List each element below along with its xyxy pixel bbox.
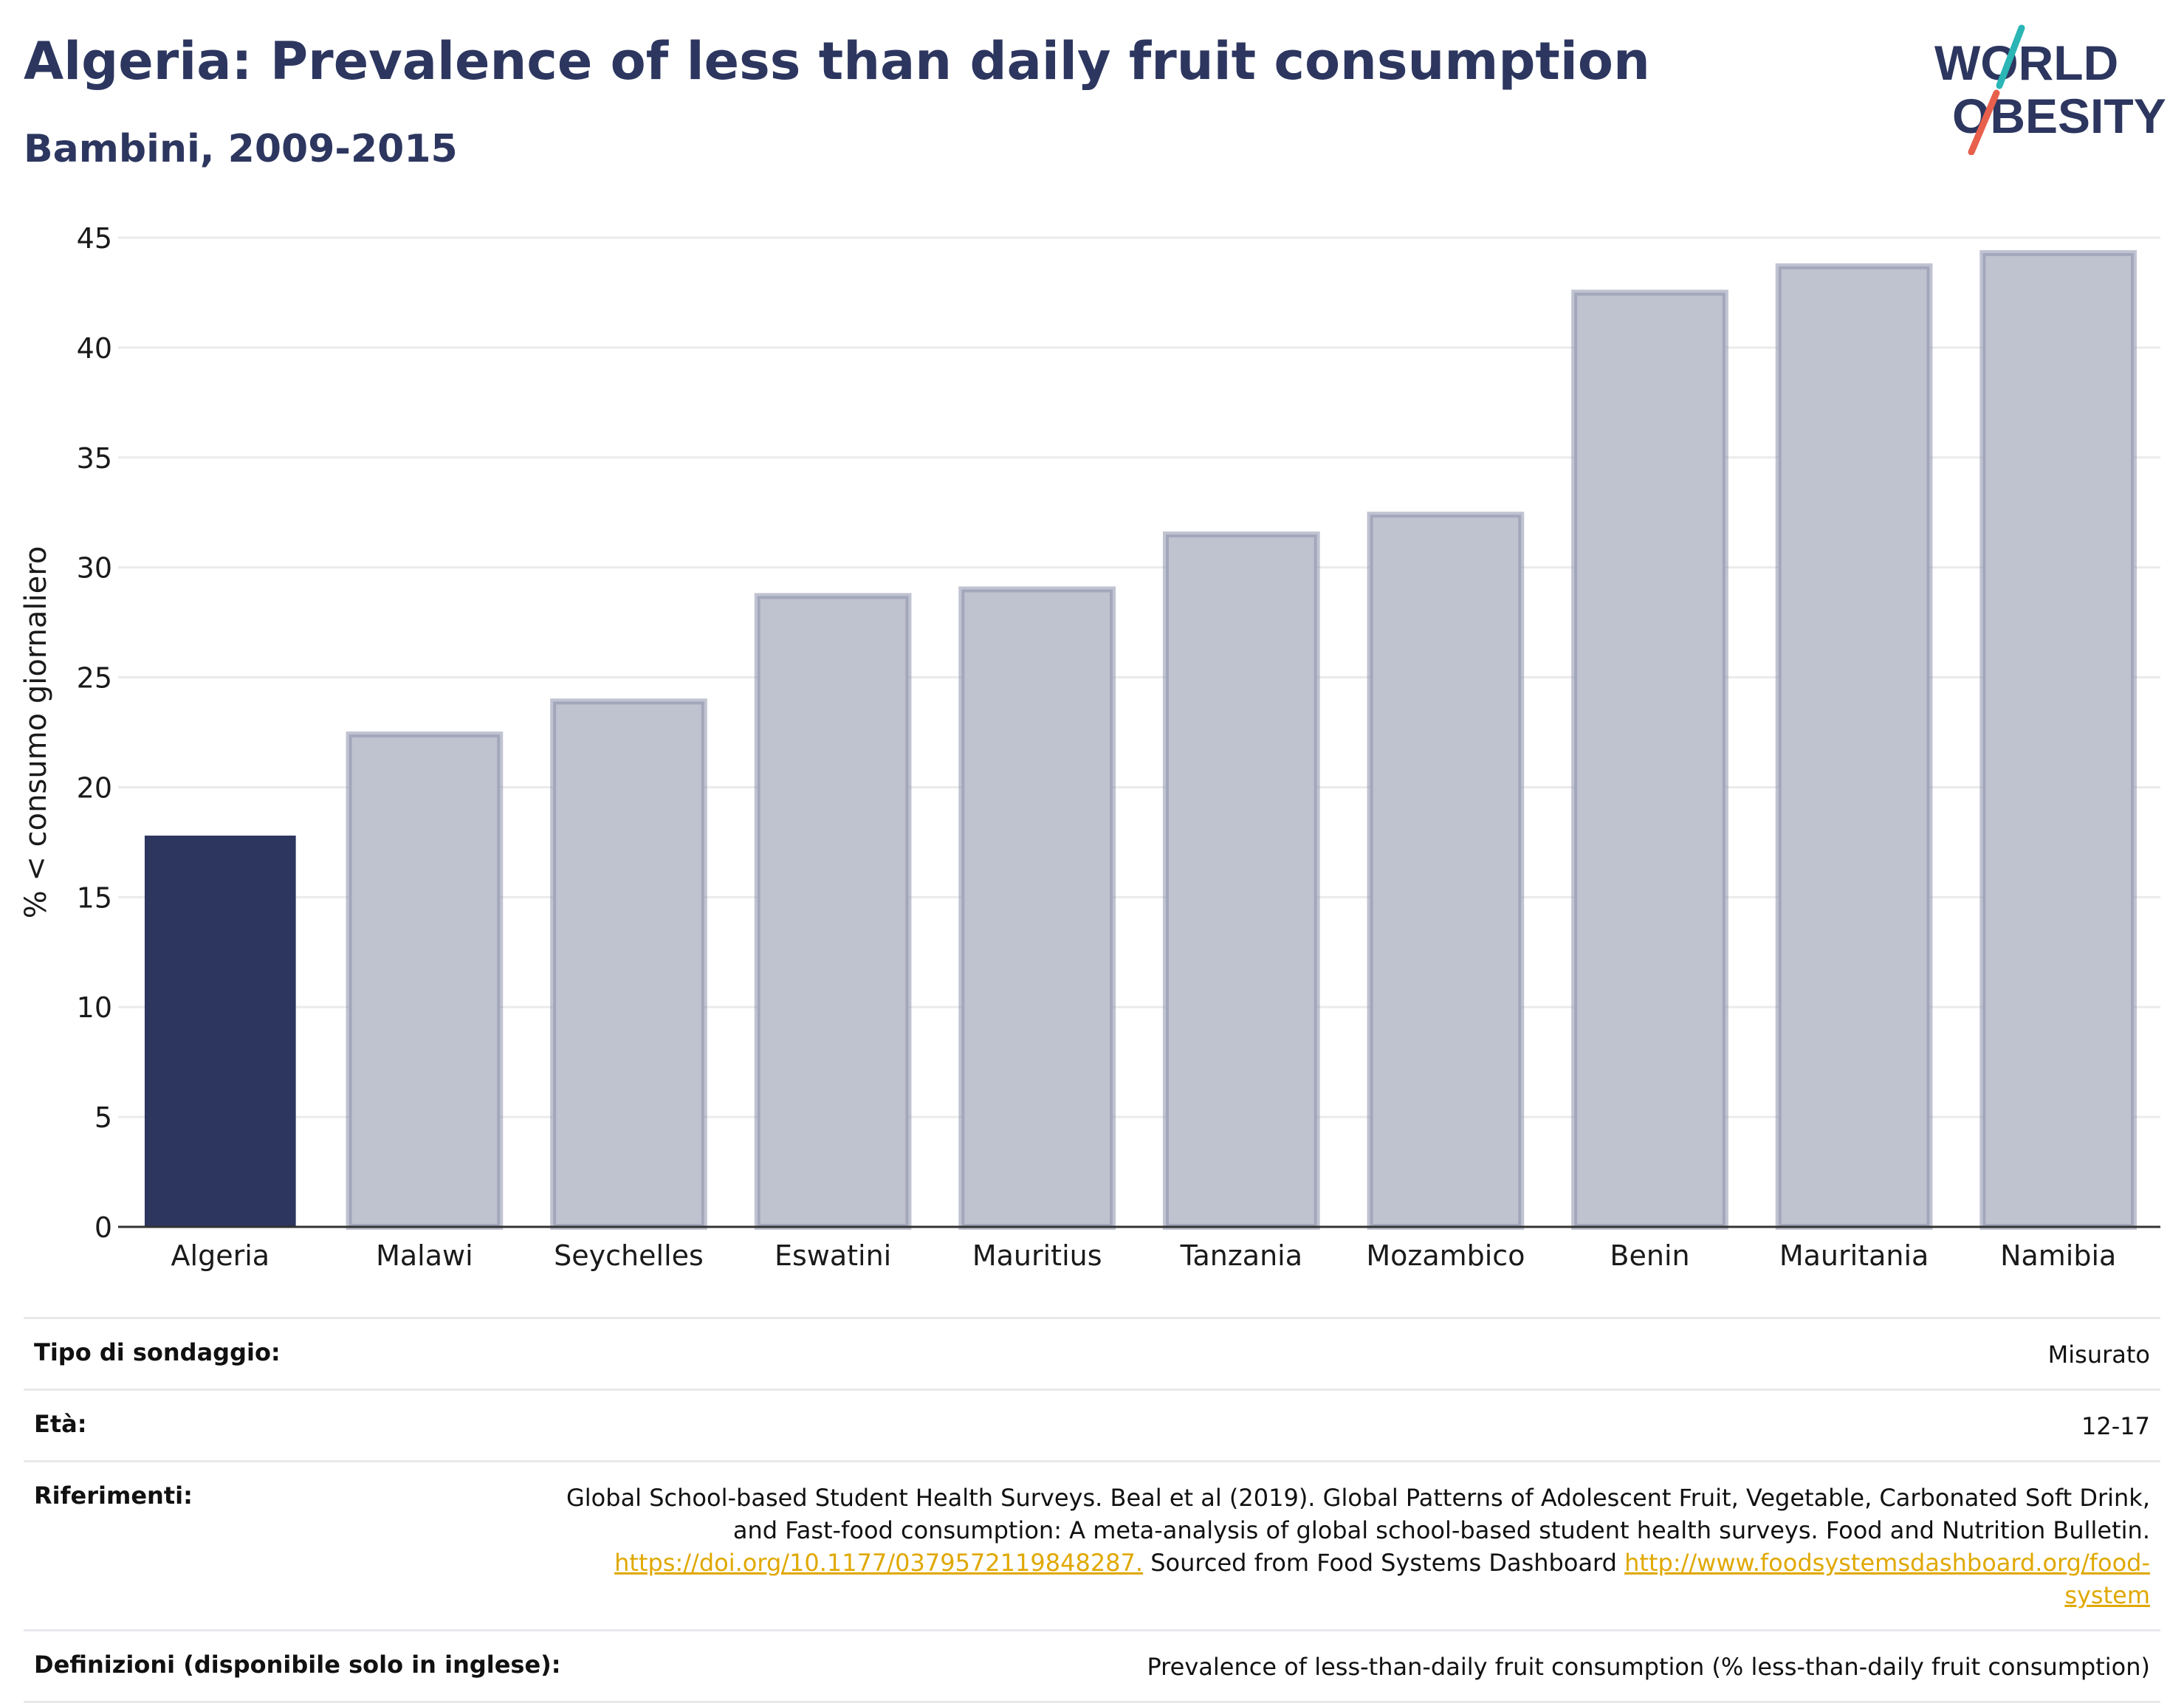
- bar-seychelles: [550, 698, 707, 1230]
- world-obesity-logo: WORLD OBESITY: [1934, 24, 2166, 155]
- logo-line-1: WORLD: [1934, 35, 2118, 90]
- bar-benin: [1571, 289, 1728, 1230]
- x-tick-label: Mozambico: [1366, 1239, 1525, 1272]
- survey-type-label: Tipo di sondaggio:: [34, 1338, 281, 1366]
- doi-link[interactable]: https://doi.org/10.1177/0379572119848287…: [614, 1549, 1144, 1577]
- y-axis-label: % < consumo giornaliero: [19, 546, 53, 919]
- references-value: Global School-based Student Health Surve…: [555, 1482, 2150, 1611]
- bar-malawi: [346, 731, 504, 1230]
- bar-algeria: [144, 835, 296, 1227]
- survey-type-value: Misurato: [2047, 1341, 2150, 1369]
- y-tick-label: 30: [77, 552, 112, 585]
- definitions-row: Definizioni (disponibile solo in inglese…: [24, 1629, 2160, 1703]
- page-title: Algeria: Prevalence of less than daily f…: [24, 31, 1650, 92]
- y-tick-label: 20: [77, 771, 112, 804]
- x-tick-label: Mauritania: [1779, 1239, 1929, 1272]
- x-tick-label: Mauritius: [972, 1239, 1102, 1272]
- age-label: Età:: [34, 1410, 87, 1438]
- x-tick-label: Eswatini: [775, 1239, 891, 1272]
- definitions-label: Definizioni (disponibile solo in inglese…: [34, 1651, 561, 1679]
- definitions-value: Prevalence of less-than-daily fruit cons…: [1147, 1653, 2150, 1681]
- references-label: Riferimenti:: [34, 1482, 193, 1510]
- x-tick-label: Malawi: [376, 1239, 473, 1272]
- y-tick-label: 35: [77, 442, 112, 475]
- info-table: Tipo di sondaggio: Misurato Età: 12-17 R…: [24, 1317, 2160, 1703]
- x-tick-label: Namibia: [2000, 1239, 2116, 1272]
- bars: [144, 250, 2137, 1231]
- bar-mozambico: [1367, 512, 1525, 1230]
- page-subtitle: Bambini, 2009-2015: [24, 127, 458, 171]
- references-text-1: Global School-based Student Health Surve…: [566, 1484, 2150, 1544]
- bar-namibia: [1979, 250, 2137, 1230]
- references-row: Riferimenti: Global School-based Student…: [24, 1460, 2160, 1629]
- x-tick-label: Seychelles: [554, 1239, 704, 1272]
- y-tick-label: 45: [77, 222, 112, 255]
- survey-type-row: Tipo di sondaggio: Misurato: [24, 1317, 2160, 1389]
- x-tick-label: Tanzania: [1180, 1239, 1302, 1272]
- bar-chart: 0 5 10 15 20 25 30 35 40 45 Algeria Malawi Seychell…: [19, 222, 2160, 1272]
- bar-mauritius: [958, 586, 1116, 1230]
- logo-slash-bottom: [1968, 89, 2000, 155]
- bar-eswatini: [754, 593, 912, 1230]
- logo-slash-top: [1996, 24, 2025, 89]
- food-systems-dashboard-link[interactable]: http://www.foodsystemsdashboard.org/food…: [1624, 1549, 2150, 1609]
- y-tick-label: 5: [95, 1101, 112, 1134]
- y-tick-label: 25: [77, 662, 112, 695]
- x-tick-labels: Algeria Malawi Seychelles Eswatini Mauritius…: [171, 1239, 2117, 1272]
- y-tick-label: 15: [77, 881, 112, 914]
- bar-tanzania: [1162, 531, 1320, 1230]
- references-text-2: Sourced from Food Systems Dashboard: [1150, 1549, 1617, 1577]
- y-tick-labels: 0 5 10 15 20 25 30 35 40 45: [77, 222, 112, 1244]
- y-tick-label: 10: [77, 991, 112, 1024]
- x-tick-label: Benin: [1610, 1239, 1689, 1272]
- x-tick-label: Algeria: [171, 1239, 270, 1272]
- age-value: 12-17: [2081, 1412, 2150, 1440]
- y-tick-label: 40: [77, 332, 112, 365]
- bar-mauritania: [1775, 263, 1933, 1231]
- age-row: Età: 12-17: [24, 1389, 2160, 1460]
- y-tick-label: 0: [95, 1211, 112, 1244]
